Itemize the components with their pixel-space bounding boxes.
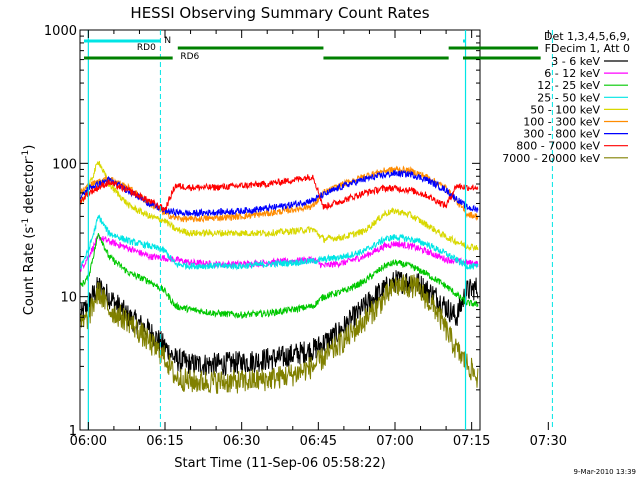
x-tick-label: 07:00	[376, 434, 413, 449]
legend-entry-label: 7000 - 20000 keV	[502, 152, 600, 165]
y-tick-label: 100	[52, 157, 77, 172]
series-line	[80, 233, 479, 319]
y-axis-label-mid: detector	[22, 158, 37, 218]
attenuator-label-rd0: RD0	[137, 43, 156, 53]
series-line	[80, 169, 479, 218]
legend-entry-label: 800 - 7000 keV	[516, 140, 600, 153]
chart-title: HESSI Observing Summary Count Rates	[130, 4, 429, 22]
x-tick-label: 06:45	[300, 434, 337, 449]
y-axis-label-suffix: )	[22, 145, 37, 150]
y-axis-label-prefix: Count Rate (s	[22, 227, 37, 316]
x-tick-label: 06:30	[223, 434, 260, 449]
legend-entry-label: 25 - 50 keV	[537, 91, 600, 104]
y-tick-label: 1000	[44, 24, 77, 39]
series-line	[80, 174, 479, 212]
series-line	[80, 160, 479, 252]
tick-layer: 1 10 100 1000 06:00 06:15 06:30 06:45 07:00 07:15…	[44, 24, 567, 449]
legend-entry-label: 12 - 25 keV	[537, 79, 600, 92]
date-stamp: 9-Mar-2010 13:39	[574, 468, 636, 476]
plot-frame	[79, 29, 481, 431]
x-tick-label: 06:15	[146, 434, 183, 449]
legend: Det 1,3,4,5,6,9, FDecim 1, Att 0 3 - 6 k…	[502, 30, 630, 165]
series-line	[80, 270, 479, 376]
legend-header-line-1: Det 1,3,4,5,6,9,	[544, 30, 630, 43]
x-tick-label: 07:30	[530, 434, 567, 449]
y-tick-label: 1	[69, 424, 77, 439]
legend-entry-label: 3 - 6 keV	[551, 55, 600, 68]
x-axis-label: Start Time (11-Sep-06 05:58:22)	[174, 456, 385, 471]
series-layer	[80, 160, 479, 394]
overlay-layer: N RD0 RD6	[84, 30, 553, 430]
legend-entry-label: 100 - 300 keV	[523, 116, 600, 129]
legend-entry-label: 50 - 100 keV	[530, 103, 600, 116]
x-tick-label: 07:15	[453, 434, 490, 449]
y-tick-label: 10	[60, 291, 77, 306]
legend-entry-label: 300 - 800 keV	[523, 128, 600, 141]
y-axis-label: Count Rate (s-1 detector-1)	[21, 145, 37, 316]
y-axis-label-sup1: -1	[21, 218, 31, 227]
y-axis-label-sup2: -1	[21, 150, 31, 159]
attenuator-label-n: N	[164, 36, 171, 46]
legend-entry-label: 6 - 12 keV	[544, 67, 600, 80]
attenuator-label-rd6: RD6	[180, 52, 199, 62]
series-line	[80, 274, 479, 394]
x-tick-label: 06:00	[70, 434, 107, 449]
series-line	[80, 214, 479, 271]
legend-header-line-2: FDecim 1, Att 0	[545, 42, 630, 55]
